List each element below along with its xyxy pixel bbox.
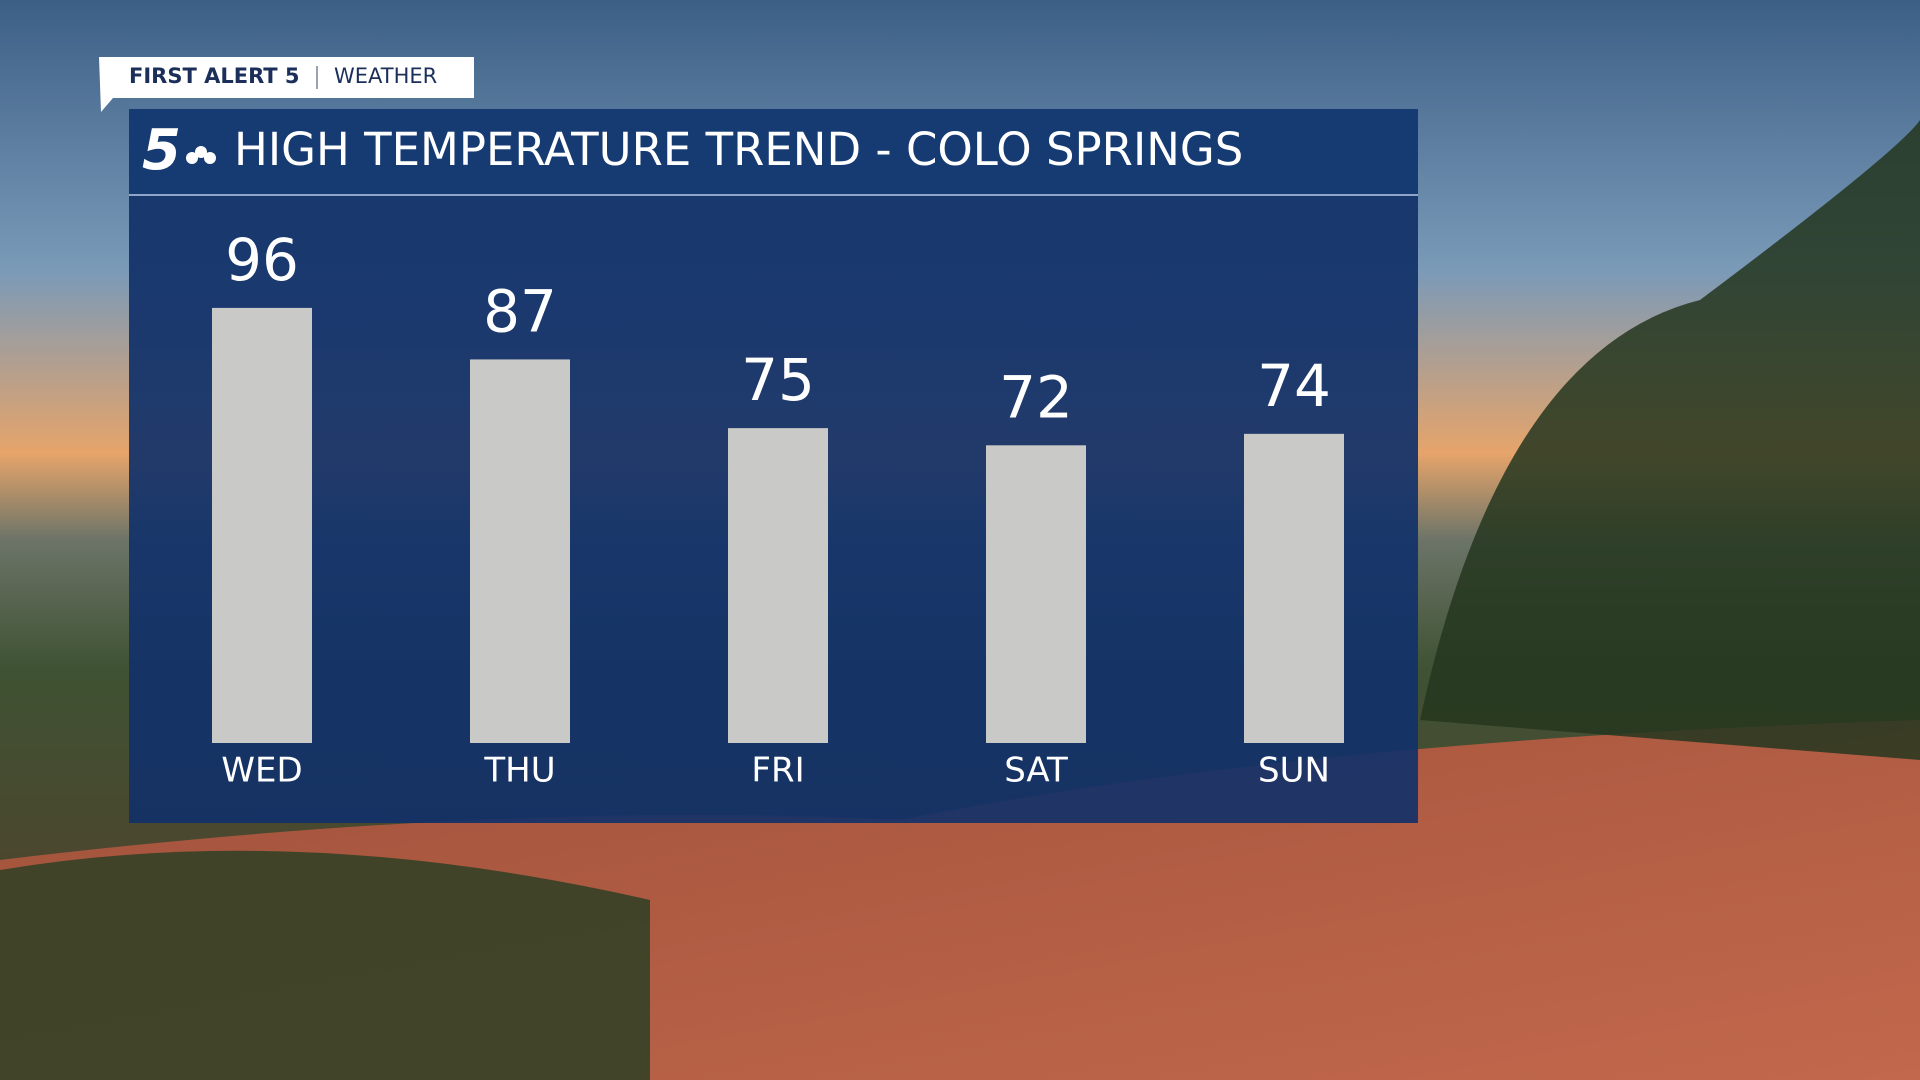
bar [212,307,312,743]
value-label: 87 [483,278,557,346]
trees-left [0,850,650,1080]
section: WEATHER [334,64,437,88]
bar [470,359,570,743]
title-band [129,109,1418,195]
trees [1420,120,1920,760]
bar [728,428,828,743]
peacock [186,146,216,164]
value-label: 75 [741,346,815,414]
value-label: 74 [1257,352,1331,420]
x-tick-label: FRI [751,751,804,791]
value-label: 72 [999,363,1073,431]
value-label: 96 [225,226,299,294]
x-tick-label: THU [483,751,555,791]
x-tick-label: SAT [1004,751,1068,791]
chart-title: HIGH TEMPERATURE TREND - COLO SPRINGS [234,123,1243,176]
logo: 5 [142,118,181,183]
bar [1244,433,1344,743]
x-tick-label: WED [221,751,302,791]
x-tick-label: SUN [1258,751,1330,791]
tag [99,57,474,112]
bar [986,445,1086,743]
brand: FIRST ALERT 5 [129,64,300,88]
